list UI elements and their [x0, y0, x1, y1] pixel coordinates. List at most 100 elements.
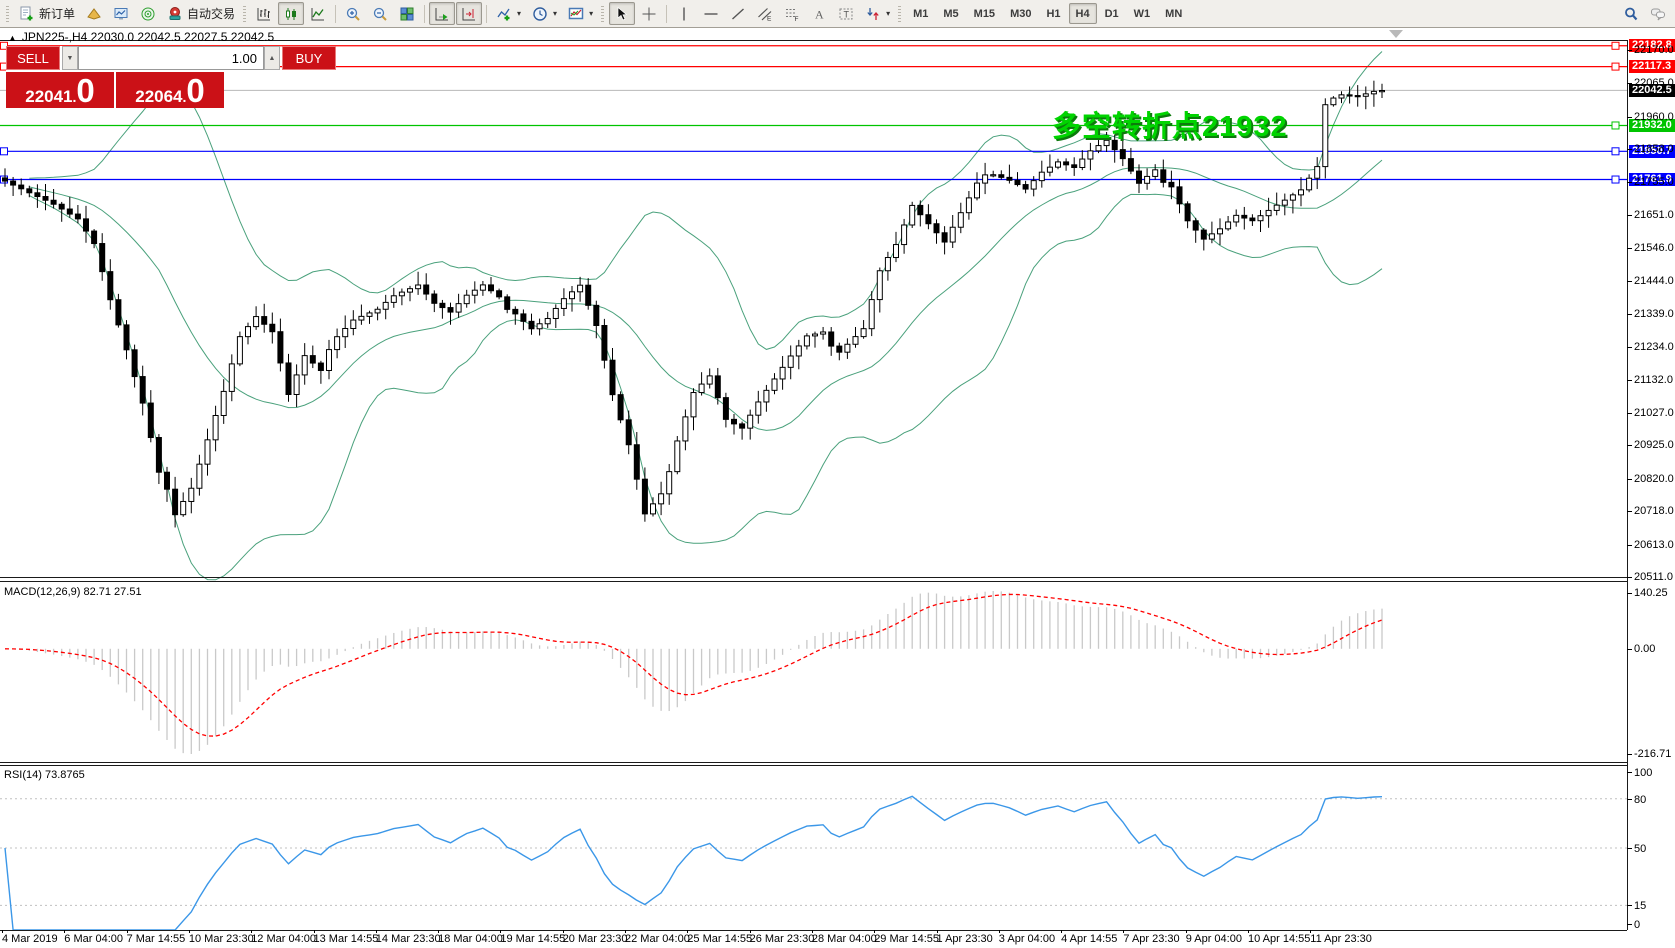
pane-separator[interactable] [0, 765, 1627, 766]
one-click-collapse-arrow[interactable]: ▲ [8, 33, 17, 43]
templates-button[interactable]: ▾ [563, 2, 598, 25]
timeframe-M30[interactable]: M30 [1010, 7, 1032, 20]
bollinger-middle-band[interactable] [29, 159, 1383, 431]
market-watch-button[interactable] [108, 2, 134, 25]
main-chart-pane[interactable] [0, 28, 1627, 583]
indicators-icon [497, 8, 510, 20]
toolbar-grip[interactable] [601, 5, 605, 22]
timeframe-W1[interactable]: W1 [1133, 7, 1151, 20]
hline-handle[interactable] [0, 147, 8, 156]
time-axis-tick [998, 930, 1000, 933]
buy-button[interactable]: BUY [282, 46, 336, 70]
hline-handle[interactable] [1611, 175, 1620, 184]
pane-separator [0, 40, 1627, 41]
toolbar-separator [424, 4, 426, 23]
pane-separator[interactable] [0, 762, 1627, 763]
toolbar-grip[interactable] [898, 5, 902, 22]
hline-handle[interactable] [0, 41, 8, 50]
chart-shift-button[interactable] [456, 2, 483, 25]
toolbar-grip[interactable] [6, 5, 9, 22]
zoom-in-button[interactable] [340, 2, 366, 25]
search-button[interactable] [1618, 2, 1644, 25]
rsi-pane[interactable] [0, 766, 1627, 930]
profiles-button[interactable] [81, 2, 107, 25]
chat-button[interactable] [1645, 2, 1671, 25]
volume-input[interactable] [78, 46, 264, 70]
price-axis-label: 20820.0 [1634, 472, 1674, 485]
symbol-readout: ▲ JPN225-,H4 22030.0 22042.5 22027.5 2204… [8, 30, 274, 44]
price-axis-tick [1627, 478, 1632, 480]
vertical-line-button[interactable] [671, 2, 697, 25]
navigator-button[interactable] [135, 2, 161, 25]
indicators-button[interactable]: ▾ [491, 2, 526, 25]
text-button[interactable]: A [806, 2, 832, 25]
timeframe-M1[interactable]: M1 [913, 7, 929, 20]
sell-button[interactable]: SELL [6, 46, 60, 70]
crosshair-button[interactable] [636, 2, 662, 25]
price-pip: 0 [76, 72, 95, 109]
templates-icon [568, 7, 584, 19]
rsi-axis-label: 0 [1634, 919, 1641, 931]
timeframe-M15[interactable]: M15 [973, 7, 996, 20]
pane-separator[interactable] [0, 581, 1627, 582]
timeframe-D1[interactable]: D1 [1104, 7, 1119, 20]
candles[interactable] [2, 80, 1385, 528]
price-axis-label: 20925.0 [1634, 439, 1674, 452]
auto-scroll-button[interactable] [429, 2, 456, 25]
autotrade-button[interactable]: 自动交易 [162, 2, 240, 25]
time-axis-tick [936, 930, 938, 933]
time-axis-tick [1123, 930, 1125, 933]
fibonacci-button[interactable]: F [779, 2, 805, 25]
price-axis-label: 21651.0 [1634, 208, 1674, 221]
buy-price-button[interactable]: 22064. 0 [116, 72, 224, 109]
arrows-button[interactable]: ▾ [860, 2, 895, 25]
bollinger-lower-band[interactable] [29, 193, 1383, 581]
equidistant-channel-icon: E [758, 7, 772, 22]
price-axis-tick [1627, 83, 1632, 85]
time-axis-label: 10 Mar 23:30 [188, 933, 254, 945]
toolbar-grip[interactable] [243, 5, 247, 22]
volume-increase-button[interactable]: ▲ [264, 46, 280, 70]
macd-pane[interactable] [0, 583, 1627, 762]
hline-handle[interactable] [1611, 121, 1620, 130]
svg-text:T: T [844, 9, 850, 19]
zoom-out-button[interactable] [367, 2, 393, 25]
timeframe-MN[interactable]: MN [1165, 7, 1183, 20]
line-chart-button[interactable] [305, 2, 331, 25]
tile-windows-button[interactable] [394, 2, 420, 25]
hline-handle[interactable] [1611, 41, 1620, 50]
time-axis-label: 25 Mar 14:55 [687, 933, 753, 945]
auto-scroll-icon [435, 7, 449, 20]
new-order-button[interactable]: 新订单 [14, 2, 80, 25]
periods-button[interactable]: ▾ [527, 2, 562, 25]
chevron-down-icon: ▾ [886, 9, 891, 18]
bar-chart-button[interactable] [251, 2, 277, 25]
price-axis-label: 21339.0 [1634, 307, 1674, 320]
text-label-button[interactable]: T [833, 2, 859, 25]
volume-stepper: ▼ ▲ [62, 46, 280, 70]
time-axis-tick [562, 930, 564, 933]
hline-handle[interactable] [1611, 62, 1620, 71]
sell-price-button[interactable]: 22041. 0 [6, 72, 114, 109]
chart-annotation-text[interactable]: 多空转折点21932 [1052, 111, 1288, 143]
timeframe-H4[interactable]: H4 [1068, 3, 1097, 24]
cursor-button[interactable] [609, 2, 636, 25]
pane-separator[interactable] [0, 577, 1627, 578]
price-axis-tick [1627, 280, 1632, 282]
time-axis-tick [126, 930, 128, 933]
timeframe-H1[interactable]: H1 [1046, 7, 1061, 20]
chat-icon [1651, 8, 1665, 20]
one-click-trading-panel: SELL ▼ ▲ BUY 22041.0 22064.0 [6, 46, 336, 109]
rsi-line [4, 795, 1383, 930]
candlestick-button[interactable] [278, 2, 305, 25]
rsi-axis-label: 50 [1634, 843, 1647, 855]
hline-handle[interactable] [1611, 147, 1620, 156]
macd-axis-label: 140.25 [1634, 587, 1668, 599]
volume-decrease-button[interactable]: ▼ [62, 46, 78, 70]
tile-windows-icon [400, 7, 414, 20]
bollinger-upper-band[interactable] [29, 51, 1383, 350]
trendline-button[interactable] [725, 2, 751, 25]
timeframe-M5[interactable]: M5 [943, 7, 959, 20]
equidistant-channel-button[interactable]: E [752, 2, 778, 25]
horizontal-line-button[interactable] [698, 2, 724, 25]
